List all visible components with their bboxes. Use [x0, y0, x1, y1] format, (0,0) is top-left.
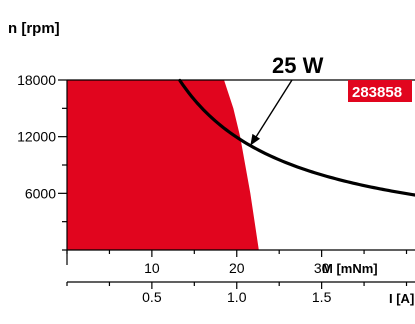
y-tick-label: 6000 [25, 185, 56, 201]
annotation-arrow [250, 79, 293, 146]
tag-label: 283858 [352, 84, 402, 101]
tag-background [348, 80, 412, 102]
operating-area-layer [67, 80, 259, 250]
torque-axis-title: M [mNm] [322, 261, 378, 276]
tag-283858: 283858 [348, 80, 412, 102]
power-limit-curve [178, 78, 415, 197]
torque-tick-label: 10 [144, 260, 160, 276]
operating-range-area [67, 80, 259, 250]
arrow-shaft [253, 79, 293, 140]
y-tick-label: 18000 [17, 72, 56, 88]
torque-tick-label: 30 [314, 260, 330, 276]
y-tick-label: 12000 [17, 129, 56, 145]
arrow-head [250, 133, 261, 146]
y-axis-title: n [rpm] [8, 20, 60, 37]
torque-tick-label: 20 [229, 260, 245, 276]
current-axis-title: I [A] [389, 291, 414, 306]
power-annotation: 25 W [272, 53, 324, 78]
current-tick-label: 1.5 [312, 289, 332, 305]
power-curve-layer [178, 78, 415, 197]
current-tick-label: 1.0 [227, 289, 247, 305]
current-tick-label: 0.5 [142, 289, 162, 305]
axes-layer: 6000 12000 18000 10 20 30 0.5 1.0 1.5 [17, 72, 415, 305]
